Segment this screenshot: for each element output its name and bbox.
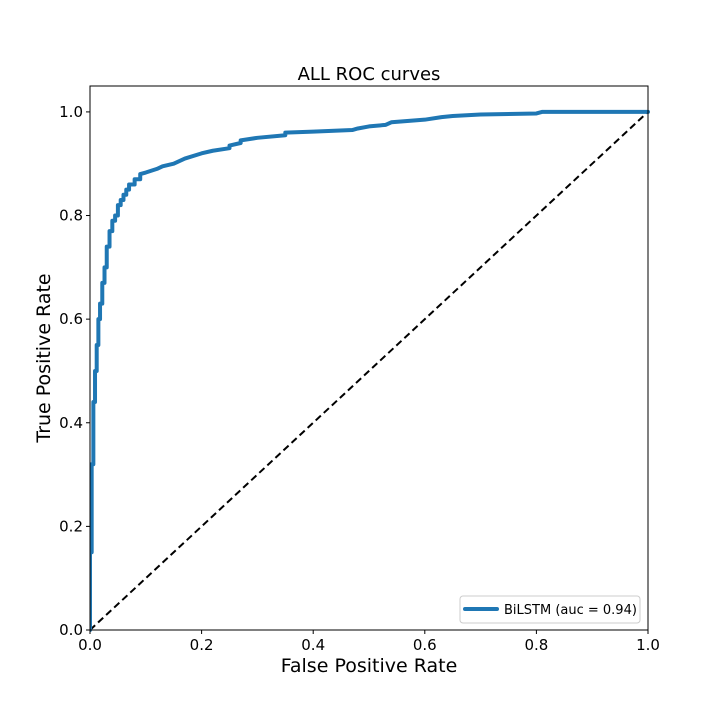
chart-title: ALL ROC curves (298, 64, 441, 85)
x-axis-label: False Positive Rate (281, 655, 458, 677)
x-tick-label: 0.0 (78, 636, 102, 654)
x-tick-label: 0.2 (190, 636, 214, 654)
y-tick-label: 0.8 (59, 207, 83, 225)
y-tick-label: 0.4 (59, 414, 83, 432)
x-tick-label: 0.4 (301, 636, 325, 654)
roc-curve-bilstm (90, 109, 650, 632)
legend: BiLSTM (auc = 0.94) (459, 595, 641, 624)
x-tick-label: 0.6 (413, 636, 437, 654)
y-axis-label: True Positive Rate (33, 273, 55, 443)
legend-box (459, 595, 641, 624)
y-tick-label: 0.2 (59, 517, 83, 535)
y-tick-label: 0.0 (59, 621, 83, 639)
legend-label-bilstm: BiLSTM (auc = 0.94) (504, 603, 637, 618)
chance-diagonal-line (90, 111, 649, 631)
y-tick-label: 0.6 (59, 310, 83, 328)
axes-frame (89, 85, 649, 631)
x-tick-label: 1.0 (636, 636, 660, 654)
x-tick-label: 0.8 (524, 636, 548, 654)
y-tick-label: 1.0 (59, 103, 83, 121)
